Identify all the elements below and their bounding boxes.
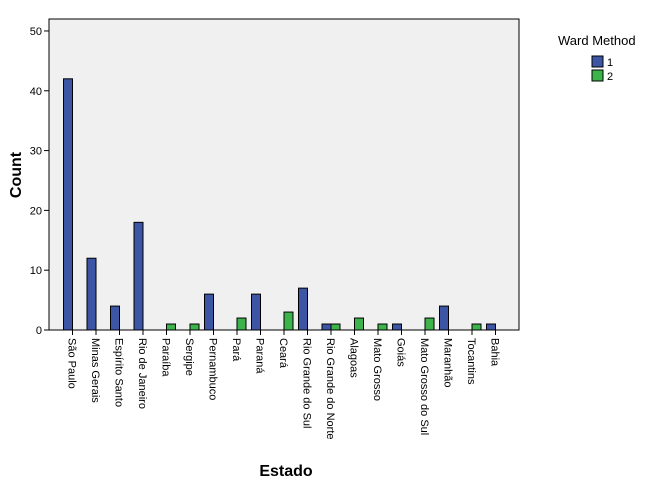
bar-1	[133, 221, 144, 331]
x-tick-label: Mato Grosso	[371, 338, 383, 401]
bar-2	[330, 323, 341, 331]
x-tick-label: Tocantins	[465, 338, 477, 385]
bar-1	[439, 305, 449, 331]
x-tick-label: Rio de Janeiro	[136, 338, 148, 409]
x-tick-label: Espírito Santo	[113, 338, 125, 407]
x-tick-label: Paraná	[254, 338, 266, 374]
x-tick-label: Alagoas	[348, 338, 360, 378]
x-tick-label: Bahia	[489, 338, 501, 367]
bar-1	[204, 293, 214, 331]
bar-2	[236, 317, 247, 331]
x-axis: São Paulo Minas Gerais Espírito Santo Rio d…	[66, 330, 501, 440]
legend-label-2: 2	[607, 71, 613, 83]
y-tick-label: 50	[30, 26, 42, 38]
x-tick-label: Sergipe	[183, 338, 195, 376]
bar-1	[486, 323, 496, 331]
bars	[63, 78, 496, 331]
bar-2	[166, 323, 176, 331]
bar-1	[110, 305, 120, 331]
bar-1	[63, 78, 73, 331]
x-tick-label: Ceará	[277, 338, 289, 369]
bar-2	[283, 311, 294, 331]
x-tick-label: Goiás	[395, 338, 407, 367]
y-tick-label: 40	[30, 86, 42, 98]
bar-1	[251, 293, 261, 331]
y-tick-label: 20	[30, 205, 42, 217]
bar-2	[471, 323, 482, 331]
legend-swatch-2	[591, 69, 604, 82]
legend-swatch-1	[591, 55, 604, 68]
bar-2	[354, 317, 364, 331]
x-axis-title: Estado	[259, 463, 313, 480]
y-tick-label: 30	[30, 146, 42, 158]
legend-label-1: 1	[607, 57, 613, 69]
bar-2	[377, 323, 388, 331]
bar-1	[392, 323, 402, 331]
bar-1	[86, 257, 97, 331]
x-tick-label: Minas Gerais	[89, 338, 101, 403]
y-tick-label: 10	[30, 265, 42, 277]
bar-1	[321, 323, 332, 331]
x-tick-label: Pará	[230, 338, 242, 362]
x-tick-label: Rio Grande do Norte	[324, 338, 336, 440]
bar-2	[189, 323, 200, 331]
x-tick-label: Mato Grosso do Sul	[418, 338, 430, 435]
legend-title: Ward Method	[558, 33, 636, 48]
x-tick-label: Pernambuco	[207, 338, 219, 400]
plot-area	[48, 18, 520, 331]
legend: Ward Method 1 2	[558, 33, 636, 83]
x-tick-label: Paraíba	[160, 338, 172, 377]
y-tick-label: 0	[36, 325, 42, 337]
y-axis-title: Count	[8, 151, 25, 198]
x-tick-label: Rio Grande do Sul	[301, 338, 313, 429]
x-tick-label: Maranhão	[442, 338, 454, 388]
y-axis: 0 10 20 30 40 50	[30, 26, 49, 337]
x-tick-label: São Paulo	[66, 338, 78, 389]
bar-2	[424, 317, 435, 331]
bar-1	[298, 287, 308, 331]
